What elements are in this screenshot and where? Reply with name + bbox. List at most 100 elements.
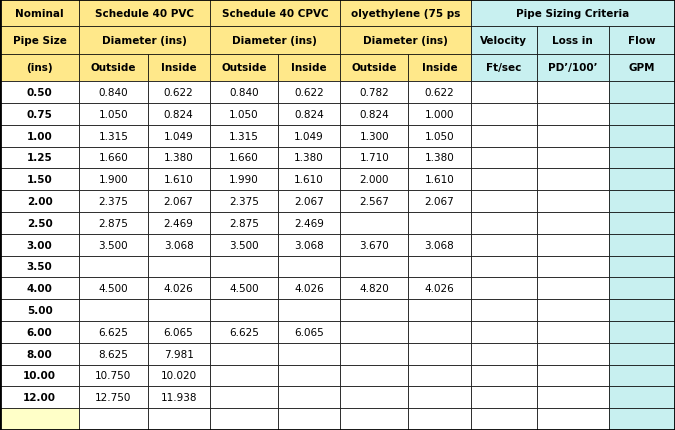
Text: 2.067: 2.067 [164,197,194,206]
Bar [210,147,278,169]
Bar [340,212,408,234]
Bar [470,299,537,321]
Bar [79,278,148,299]
Bar [340,55,408,82]
Bar [470,212,537,234]
Bar [148,126,210,147]
Bar [0,387,79,408]
Bar [278,387,340,408]
Bar [0,28,79,55]
Text: 1.049: 1.049 [164,131,194,141]
Bar [278,82,340,104]
Bar [79,387,148,408]
Bar [609,28,675,55]
Bar [210,55,278,82]
Bar [79,147,148,169]
Text: 2.875: 2.875 [99,218,128,228]
Text: 3.00: 3.00 [27,240,53,250]
Text: 2.000: 2.000 [360,175,389,185]
Text: 1.710: 1.710 [359,153,389,163]
Bar [210,234,278,256]
Text: 0.622: 0.622 [164,88,194,98]
Bar [537,190,609,212]
Bar [537,343,609,365]
Bar [537,256,609,278]
Text: 6.065: 6.065 [164,327,194,337]
Bar [79,321,148,343]
Text: (ins): (ins) [26,63,53,73]
Bar [340,321,408,343]
Text: 4.026: 4.026 [164,284,194,294]
Text: 1.25: 1.25 [27,153,53,163]
Bar [278,126,340,147]
Text: 7.981: 7.981 [163,349,194,359]
Bar [148,408,210,430]
Bar [408,104,470,126]
Bar [609,55,675,82]
Bar [148,169,210,190]
Text: 2.067: 2.067 [425,197,454,206]
Bar [148,190,210,212]
Bar [470,55,537,82]
Bar [408,343,470,365]
Bar [0,408,79,430]
Bar [470,82,537,104]
Text: 0.824: 0.824 [359,110,389,120]
Bar [0,169,79,190]
Bar [609,126,675,147]
Bar [537,147,609,169]
Bar [0,299,79,321]
Text: 1.660: 1.660 [229,153,259,163]
Text: Outside: Outside [221,63,267,73]
Bar [278,365,340,387]
Bar [408,82,470,104]
Bar [0,126,79,147]
Text: Outside: Outside [90,63,136,73]
Bar [537,387,609,408]
Bar [0,256,79,278]
Bar [609,278,675,299]
Bar [210,299,278,321]
Text: 0.840: 0.840 [99,88,128,98]
Bar [148,387,210,408]
Bar [0,55,79,82]
Bar [408,234,470,256]
Bar [408,147,470,169]
Text: 2.067: 2.067 [294,197,324,206]
Bar [210,190,278,212]
Bar [408,126,470,147]
Bar [278,299,340,321]
Bar [0,343,79,365]
Bar [148,212,210,234]
Text: 1.300: 1.300 [360,131,389,141]
Text: Diameter (ins): Diameter (ins) [363,36,448,46]
Text: Ft/sec: Ft/sec [486,63,521,73]
Bar [278,104,340,126]
Bar [278,212,340,234]
Bar [537,82,609,104]
Bar [470,234,537,256]
Text: 3.068: 3.068 [294,240,324,250]
Bar [79,28,210,55]
Bar [79,104,148,126]
Bar [408,387,470,408]
Text: Nominal: Nominal [16,9,64,18]
Bar [537,408,609,430]
Text: 11.938: 11.938 [161,393,197,402]
Bar [340,82,408,104]
Bar [609,82,675,104]
Bar [148,343,210,365]
Bar [148,147,210,169]
Text: 1.050: 1.050 [425,131,454,141]
Text: Flow: Flow [628,36,655,46]
Bar [537,55,609,82]
Bar [537,321,609,343]
Bar [210,387,278,408]
Bar [278,147,340,169]
Bar [278,343,340,365]
Text: 1.050: 1.050 [229,110,259,120]
Text: 2.50: 2.50 [27,218,53,228]
Bar [148,55,210,82]
Text: 10.00: 10.00 [23,371,56,381]
Text: 1.610: 1.610 [425,175,454,185]
